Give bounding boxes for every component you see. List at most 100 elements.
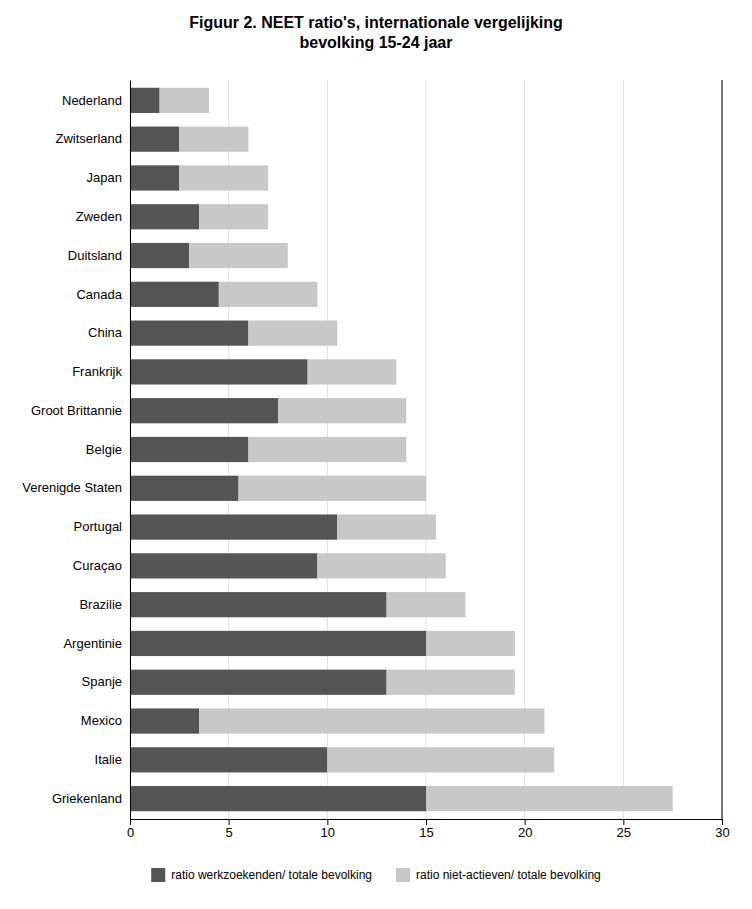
bar (130, 204, 199, 229)
grid-line (623, 80, 624, 819)
grid (130, 80, 722, 819)
bar (219, 282, 318, 307)
category-tick: Frankrijk (72, 364, 122, 379)
bar (130, 282, 219, 307)
legend-label: ratio werkzoekenden/ totale bevolking (171, 868, 372, 882)
tick-label: Nederland (62, 93, 122, 108)
category-tick: Italie (95, 752, 122, 767)
tick: 25 (617, 819, 631, 840)
title: Figuur 2. NEET ratio's, internationale v… (189, 14, 563, 51)
bar (130, 592, 387, 617)
tick-label: Mexico (81, 713, 122, 728)
title-line: Figuur 2. NEET ratio's, internationale v… (189, 14, 563, 31)
category-tick: Spanje (82, 674, 122, 689)
tick-label: Zwitserland (56, 131, 122, 146)
tick: 10 (321, 819, 335, 840)
bar (179, 127, 248, 152)
category-tick: Griekenland (52, 791, 122, 806)
plot: 0 5 10 15 20 25 30 Nederland Zwitserland Japan Zwe… (22, 80, 729, 840)
tick-label: Italie (95, 752, 122, 767)
tick-label: 10 (321, 825, 335, 840)
legend-item: ratio niet-actieven/ totale bevolking (396, 868, 601, 882)
tick-label: Verenigde Staten (22, 480, 122, 495)
bar (130, 514, 337, 539)
bar (426, 786, 673, 811)
tick-label: Spanje (82, 674, 122, 689)
tick-label: Groot Brittannie (31, 403, 122, 418)
tick-label: China (88, 325, 123, 340)
bar (239, 476, 426, 501)
grid-line (722, 80, 723, 819)
tick-mark (327, 819, 328, 825)
tick-label: Curaçao (73, 558, 122, 573)
bar (130, 88, 160, 113)
series (130, 88, 426, 811)
category-tick: Japan (87, 170, 122, 185)
category-tick: Groot Brittannie (31, 403, 122, 418)
tick-label: Belgie (86, 442, 122, 457)
legend-item: ratio werkzoekenden/ totale bevolking (151, 868, 372, 882)
tick: 0 (127, 819, 134, 840)
category-tick: Nederland (62, 93, 122, 108)
tick-label: 30 (715, 825, 729, 840)
title-line: bevolking 15-24 jaar (300, 34, 453, 51)
tick-label: Canada (76, 286, 122, 301)
bar (130, 165, 179, 190)
category-tick: China (88, 325, 123, 340)
category-tick: Duitsland (68, 248, 122, 263)
tick: 30 (715, 819, 729, 840)
bar (130, 553, 317, 578)
legend: ratio werkzoekenden/ totale bevolking rat… (151, 868, 601, 882)
category-tick: Mexico (81, 713, 122, 728)
bar (387, 670, 515, 695)
bar (189, 243, 288, 268)
tick-label: Portugal (74, 519, 123, 534)
category-tick: Brazilie (79, 597, 122, 612)
tick-label: Frankrijk (72, 364, 122, 379)
category-tick: Verenigde Staten (22, 480, 122, 495)
category-tick: Curaçao (73, 558, 122, 573)
bar (130, 708, 199, 733)
bar (130, 127, 179, 152)
tick-mark (623, 819, 624, 825)
grid-line (130, 80, 131, 819)
category-tick: Argentinie (63, 636, 122, 651)
category-tick: Belgie (86, 442, 122, 457)
bars (130, 88, 673, 811)
bar (130, 476, 239, 501)
tick-label: Japan (87, 170, 122, 185)
axis-line (130, 81, 131, 820)
x-axis: 0 5 10 15 20 25 30 (127, 819, 730, 840)
bar (248, 321, 337, 346)
category-tick: Zwitserland (56, 131, 122, 146)
bar (130, 359, 308, 384)
chart: Figuur 2. NEET ratio's, internationale v… (0, 0, 752, 909)
legend-label: ratio niet-actieven/ totale bevolking (416, 868, 601, 882)
bar (387, 592, 466, 617)
series (160, 88, 673, 811)
bar (317, 553, 445, 578)
tick-mark (130, 819, 131, 825)
tick-mark (722, 819, 723, 825)
category-tick: Zweden (76, 209, 122, 224)
bar (327, 747, 554, 772)
tick-label: Brazilie (79, 597, 122, 612)
frame (722, 80, 723, 819)
tick-label: 20 (518, 825, 532, 840)
bar (160, 88, 209, 113)
bar (130, 747, 327, 772)
tick-mark (426, 819, 427, 825)
tick: 15 (419, 819, 433, 840)
grid-line (426, 80, 427, 819)
tick-mark (525, 819, 526, 825)
bar (337, 514, 436, 539)
tick-label: Zweden (76, 209, 122, 224)
tick-label: 0 (127, 825, 134, 840)
y-axis: Nederland Zwitserland Japan Zweden Duitsland… (22, 81, 130, 820)
tick-label: 15 (419, 825, 433, 840)
tick-label: 5 (226, 825, 233, 840)
tick-mark (229, 819, 230, 825)
category-tick: Portugal (74, 519, 123, 534)
bar (308, 359, 397, 384)
bar (130, 786, 426, 811)
